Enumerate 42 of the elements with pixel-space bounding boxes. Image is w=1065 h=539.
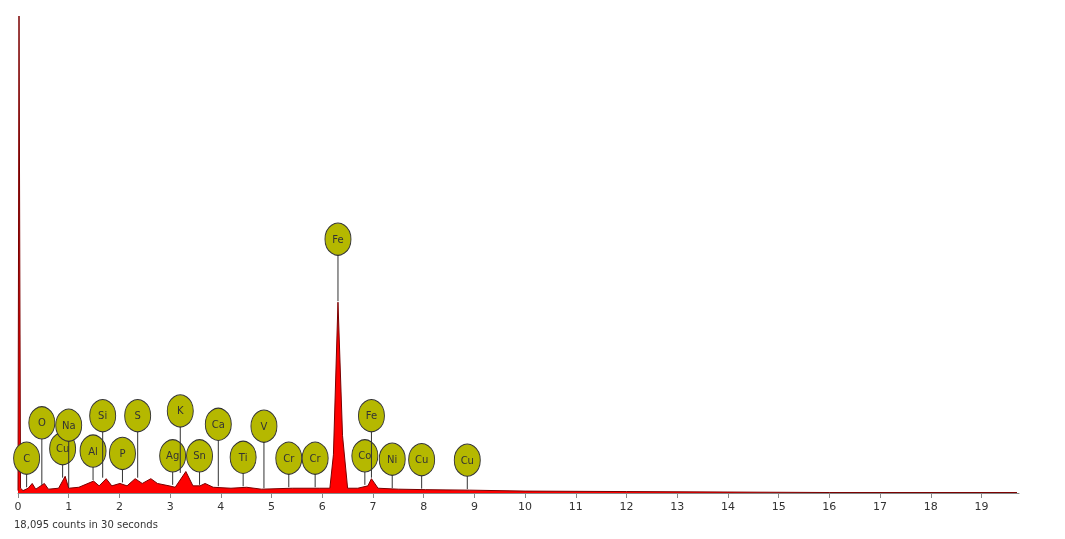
x-tick-label: 7 <box>369 500 377 513</box>
annotation: K <box>176 405 184 417</box>
x-tick-label: 14 <box>720 500 735 513</box>
x-tick-label: 5 <box>268 500 276 513</box>
x-tick-label: 15 <box>771 500 786 513</box>
x-tick-label: 10 <box>518 500 533 513</box>
annotation: P <box>119 447 126 459</box>
annotation: Sn <box>193 450 206 462</box>
x-tick-label: 0 <box>14 500 22 513</box>
x-tick-label: 12 <box>619 500 634 513</box>
annotation: Ti <box>237 451 248 463</box>
text: 18,095 counts in 30 seconds <box>14 518 158 530</box>
x-tick-label: 9 <box>470 500 478 513</box>
x-tick-label: 8 <box>420 500 428 513</box>
x-tick-label: 18 <box>923 500 938 513</box>
x-tick-label: 16 <box>822 500 837 513</box>
x-tick-label: 6 <box>318 500 326 513</box>
x-tick-label: 4 <box>217 500 225 513</box>
annotation: Cu <box>414 454 429 466</box>
x-tick-label: 13 <box>670 500 685 513</box>
x-tick-label: 17 <box>873 500 888 513</box>
annotation: Si <box>98 410 108 422</box>
annotation: Fe <box>365 410 378 422</box>
annotation: C <box>23 452 31 464</box>
annotation: Fe <box>332 233 344 245</box>
annotation: Cr <box>309 452 322 464</box>
annotation: O <box>37 417 46 429</box>
annotation: V <box>260 420 268 432</box>
annotation: Ca <box>211 418 225 430</box>
annotation: S <box>134 410 141 422</box>
x-tick-label: 1 <box>65 500 73 513</box>
x-tick-label: 2 <box>115 500 123 513</box>
annotation: Na <box>61 419 76 431</box>
annotation: Al <box>88 445 98 457</box>
annotation: Ni <box>387 453 398 465</box>
x-tick-label: 3 <box>166 500 174 513</box>
annotation: Co <box>358 450 372 462</box>
annotation: Cu <box>460 454 474 466</box>
annotation: Ag <box>166 450 180 462</box>
x-tick-label: 11 <box>568 500 583 513</box>
x-tick-label: 19 <box>974 500 989 513</box>
annotation: Cr <box>283 452 296 464</box>
